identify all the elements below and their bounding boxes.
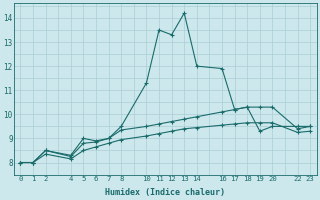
X-axis label: Humidex (Indice chaleur): Humidex (Indice chaleur) — [105, 188, 225, 197]
